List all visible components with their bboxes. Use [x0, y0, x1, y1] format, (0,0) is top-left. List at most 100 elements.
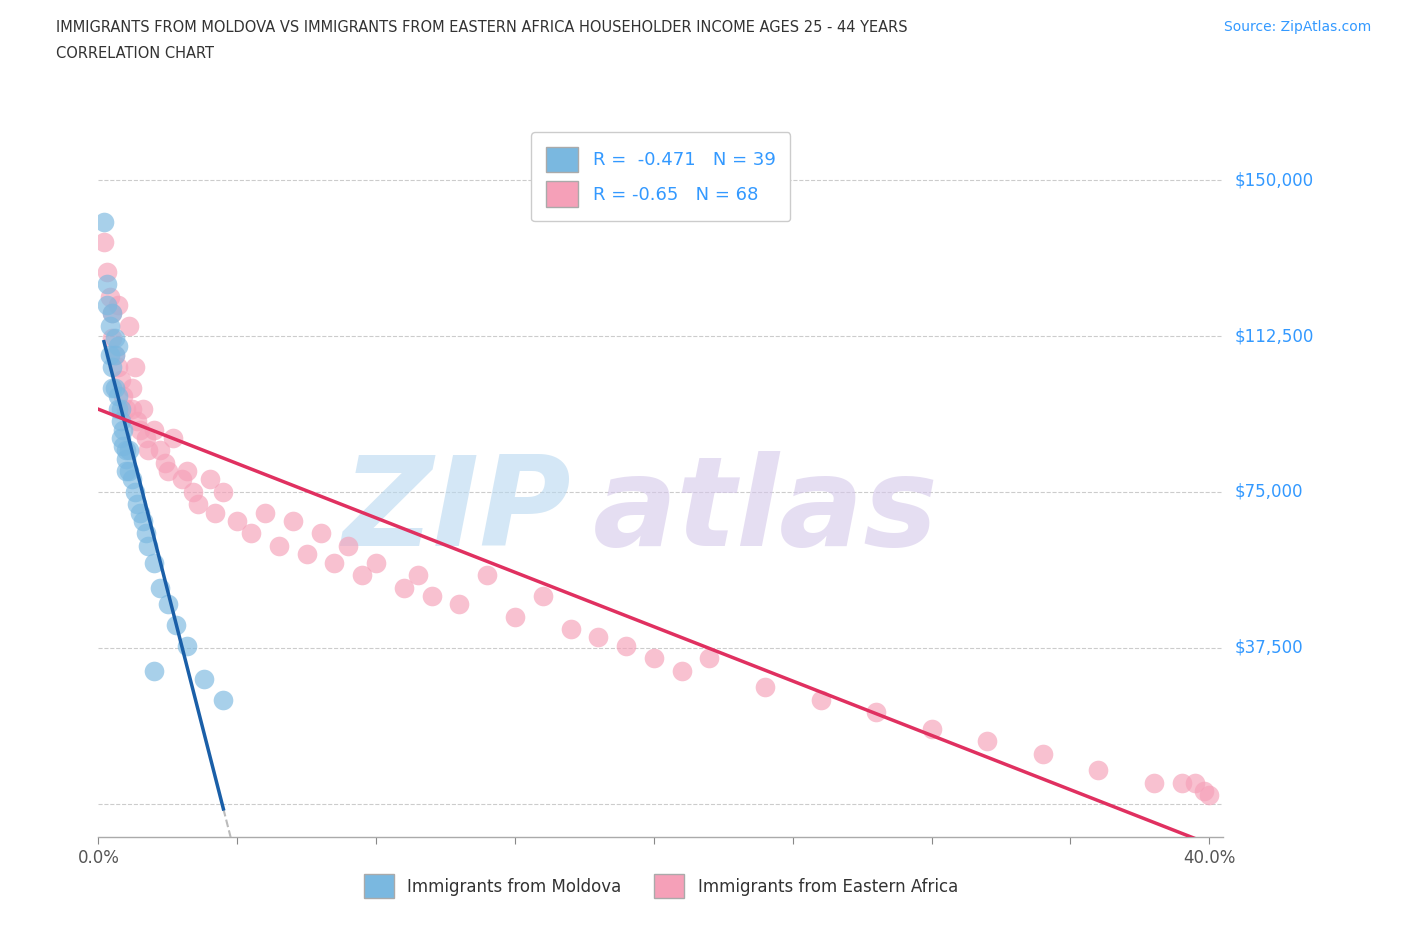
Point [810, 692, 832, 707]
Point [240, 526, 263, 541]
Point [1184, 776, 1206, 790]
Text: CORRELATION CHART: CORRELATION CHART [56, 46, 214, 61]
Point [267, 538, 290, 553]
Text: $75,000: $75,000 [1234, 483, 1303, 501]
Point [181, 485, 204, 499]
Point [254, 505, 277, 520]
Point [129, 422, 152, 437]
Point [1170, 776, 1192, 790]
Point [531, 589, 554, 604]
Point [212, 485, 235, 499]
Point [127, 414, 149, 429]
Point [176, 638, 198, 653]
Point [671, 663, 693, 678]
Point [138, 538, 160, 553]
Point [107, 298, 129, 312]
Point [96, 298, 118, 312]
Point [309, 526, 332, 541]
Point [614, 638, 637, 653]
Point [204, 505, 226, 520]
Point [93, 214, 115, 229]
Point [104, 331, 127, 346]
Point [121, 380, 143, 395]
Point [112, 439, 135, 454]
Point [98, 318, 121, 333]
Point [153, 456, 176, 471]
Point [143, 555, 166, 570]
Point [101, 360, 124, 375]
Point [366, 555, 388, 570]
Point [162, 431, 184, 445]
Point [135, 526, 157, 541]
Point [93, 235, 115, 250]
Point [112, 389, 135, 404]
Point [110, 402, 132, 417]
Point [115, 464, 138, 479]
Point [132, 513, 155, 528]
Point [96, 264, 118, 279]
Point [121, 472, 143, 487]
Point [449, 597, 471, 612]
Point [104, 347, 127, 362]
Point [187, 497, 209, 512]
Point [101, 331, 124, 346]
Point [392, 580, 415, 595]
Text: $112,500: $112,500 [1234, 327, 1313, 345]
Point [121, 402, 143, 417]
Point [503, 609, 526, 624]
Point [107, 402, 129, 417]
Legend: Immigrants from Moldova, Immigrants from Eastern Africa: Immigrants from Moldova, Immigrants from… [356, 866, 966, 907]
Point [643, 651, 665, 666]
Text: ZIP: ZIP [342, 451, 571, 572]
Point [132, 402, 155, 417]
Text: atlas: atlas [593, 451, 939, 572]
Point [107, 389, 129, 404]
Point [115, 451, 138, 466]
Point [135, 431, 157, 445]
Text: Source: ZipAtlas.com: Source: ZipAtlas.com [1223, 20, 1371, 34]
Point [976, 734, 998, 749]
Point [699, 651, 721, 666]
Point [1143, 776, 1166, 790]
Point [118, 443, 141, 458]
Point [337, 538, 360, 553]
Point [352, 567, 374, 582]
Point [1087, 763, 1109, 777]
Point [560, 621, 582, 636]
Point [127, 497, 149, 512]
Point [212, 692, 235, 707]
Point [143, 663, 166, 678]
Point [193, 671, 215, 686]
Point [176, 464, 198, 479]
Point [104, 347, 127, 362]
Point [156, 597, 179, 612]
Point [226, 513, 249, 528]
Point [98, 347, 121, 362]
Point [112, 422, 135, 437]
Point [104, 380, 127, 395]
Point [865, 705, 887, 720]
Point [1198, 788, 1220, 803]
Point [420, 589, 443, 604]
Point [129, 505, 152, 520]
Point [118, 464, 141, 479]
Point [406, 567, 429, 582]
Point [165, 618, 187, 632]
Point [1192, 784, 1215, 799]
Point [101, 306, 124, 321]
Point [148, 580, 170, 595]
Point [124, 360, 146, 375]
Point [115, 443, 138, 458]
Point [115, 402, 138, 417]
Point [921, 722, 943, 737]
Point [295, 547, 318, 562]
Point [110, 414, 132, 429]
Point [198, 472, 221, 487]
Point [588, 630, 610, 644]
Point [101, 306, 124, 321]
Point [107, 360, 129, 375]
Point [98, 289, 121, 304]
Point [110, 431, 132, 445]
Text: IMMIGRANTS FROM MOLDOVA VS IMMIGRANTS FROM EASTERN AFRICA HOUSEHOLDER INCOME AGE: IMMIGRANTS FROM MOLDOVA VS IMMIGRANTS FR… [56, 20, 908, 35]
Point [754, 680, 776, 695]
